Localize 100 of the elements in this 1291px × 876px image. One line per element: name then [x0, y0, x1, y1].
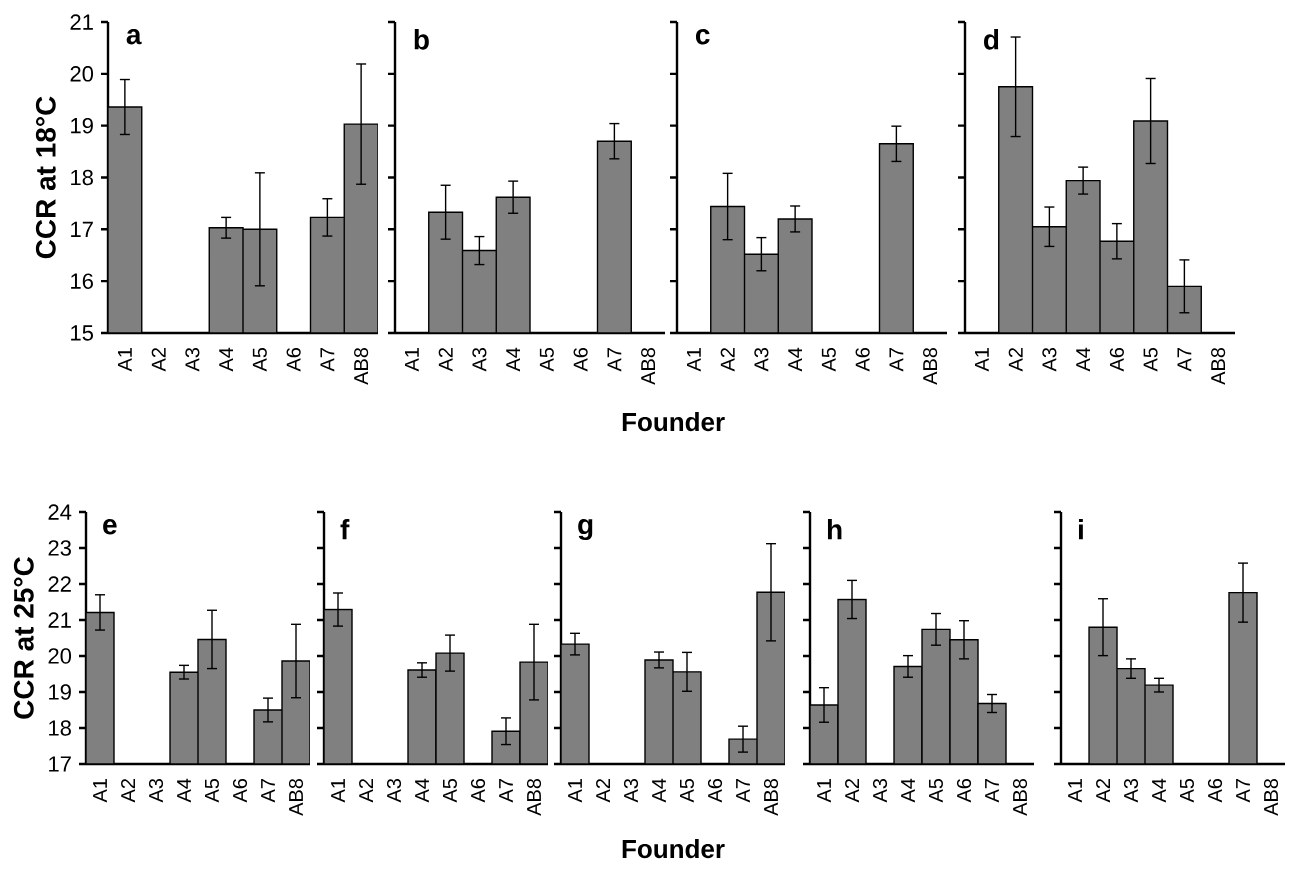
x-tick-label: A3	[872, 778, 888, 803]
x-tick-label: A6	[1207, 778, 1223, 803]
x-tick-label: A1	[817, 779, 831, 803]
x-tick-label: A5	[929, 778, 943, 803]
x-tick-label: AB8	[526, 778, 542, 816]
x-tick-label: A7	[889, 348, 904, 372]
x-tick-label: A2	[438, 348, 453, 372]
x-tick-label: A5	[443, 778, 457, 803]
annotation: e	[103, 519, 117, 535]
x-tick-label: A4	[506, 347, 521, 372]
x-tick-label: A3	[472, 347, 487, 372]
y-tick-label: 17	[49, 756, 71, 772]
annotation: b	[414, 29, 429, 50]
x-tick-label: A5	[821, 347, 836, 372]
y-axis-title: CCR at 18°C	[35, 96, 56, 259]
x-tick-label: A2	[720, 348, 735, 372]
annotation: d	[984, 29, 999, 50]
x-tick-label: A7	[985, 779, 999, 803]
annotation: g	[578, 519, 593, 541]
y-tick-label: 18	[71, 169, 93, 186]
x-tick-label: A6	[855, 347, 870, 372]
x-tick-label: A1	[1068, 779, 1082, 803]
x-tick-label: A4	[415, 778, 429, 803]
x-tick-label: AB8	[1263, 778, 1279, 816]
x-tick-label: A2	[1008, 348, 1023, 372]
x-axis-title: Founder	[622, 412, 725, 432]
x-tick-label: AB8	[763, 778, 779, 816]
x-tick-label: A3	[1123, 778, 1139, 803]
x-tick-label: A3	[148, 778, 164, 803]
x-tick-label: A4	[652, 778, 666, 803]
x-tick-label: A5	[205, 778, 219, 803]
x-tick-label: A5	[252, 347, 267, 372]
y-tick-label: 16	[71, 273, 93, 289]
x-tick-label: A7	[607, 348, 622, 372]
annotation: f	[340, 519, 350, 540]
x-tick-label: A1	[974, 348, 989, 372]
x-tick-label: A6	[573, 347, 588, 372]
x-tick-label: AB8	[288, 778, 304, 816]
x-tick-label: A1	[568, 779, 582, 803]
y-tick-label: 20	[70, 66, 94, 82]
x-tick-label: A2	[121, 779, 135, 803]
y-axis-title: CCR at 25°C	[13, 556, 34, 719]
x-tick-label: A2	[845, 779, 859, 803]
x-tick-label: A5	[1180, 778, 1194, 803]
x-tick-label: A4	[788, 347, 803, 372]
x-tick-label: A4	[901, 778, 915, 803]
x-tick-label: A3	[623, 778, 639, 803]
y-tick-label: 20	[48, 648, 72, 664]
x-tick-label: A7	[1177, 348, 1192, 372]
x-tick-label: A1	[404, 348, 419, 372]
x-tick-label: A1	[686, 348, 701, 372]
x-tick-label: A7	[736, 779, 750, 803]
annotation: i	[1078, 519, 1083, 540]
x-tick-label: A2	[359, 779, 373, 803]
x-tick-label: AB8	[923, 347, 938, 385]
x-tick-label: A6	[470, 778, 486, 803]
x-tick-label: A2	[151, 348, 166, 372]
x-axis-title: Founder	[622, 839, 725, 859]
x-tick-label: A7	[1236, 779, 1250, 803]
x-tick-label: AB8	[354, 347, 369, 385]
x-tick-label: AB8	[1211, 347, 1226, 385]
x-tick-label: A6	[286, 347, 301, 372]
x-tick-label: A6	[956, 778, 972, 803]
x-tick-label: A2	[596, 779, 610, 803]
y-tick-label: 19	[49, 684, 71, 700]
x-tick-label: A7	[320, 348, 335, 372]
y-tick-label: 21	[70, 14, 93, 30]
x-tick-label: A2	[1096, 779, 1110, 803]
x-tick-label: A1	[93, 779, 107, 803]
y-tick-label: 17	[71, 221, 93, 237]
x-tick-label: A6	[707, 778, 723, 803]
x-tick-label: A1	[331, 779, 345, 803]
y-tick-label: 21	[48, 612, 71, 628]
y-tick-label: 23	[48, 540, 71, 556]
x-tick-label: A5	[539, 347, 554, 372]
x-tick-label: AB8	[1012, 778, 1028, 816]
annotation: c	[695, 29, 710, 45]
y-tick-label: 15	[71, 325, 93, 341]
x-tick-label: A1	[117, 348, 132, 372]
x-tick-label: A3	[185, 347, 200, 372]
x-tick-label: A4	[1152, 778, 1166, 803]
y-tick-label: 24	[48, 504, 72, 520]
x-tick-label: A3	[1042, 347, 1057, 372]
annotation: h	[827, 519, 842, 540]
x-tick-label: A4	[219, 347, 234, 372]
x-tick-label: A4	[177, 778, 191, 803]
y-tick-label: 18	[49, 720, 71, 736]
x-tick-label: A4	[1076, 347, 1091, 372]
y-tick-label: 22	[48, 576, 71, 592]
annotation: a	[126, 29, 142, 45]
x-tick-label: A5	[680, 778, 694, 803]
x-tick-label: A5	[1143, 347, 1158, 372]
x-tick-label: AB8	[641, 347, 656, 385]
x-tick-label: A7	[499, 779, 513, 803]
x-tick-label: A7	[261, 779, 275, 803]
x-tick-label: A3	[754, 347, 769, 372]
y-tick-label: 19	[71, 117, 93, 134]
x-tick-label: A3	[386, 778, 402, 803]
x-tick-label: A6	[232, 778, 248, 803]
x-tick-label: A6	[1109, 347, 1124, 372]
